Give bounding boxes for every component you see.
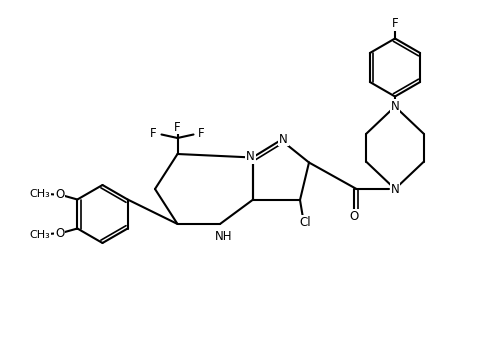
Text: CH₃: CH₃ <box>30 189 50 198</box>
Text: NH: NH <box>215 230 232 243</box>
Text: N: N <box>391 183 399 195</box>
Text: Cl: Cl <box>299 216 311 229</box>
Text: O: O <box>55 188 65 201</box>
Text: F: F <box>392 17 398 30</box>
Text: CH₃: CH₃ <box>30 230 50 239</box>
Text: N: N <box>391 100 399 113</box>
Text: N: N <box>391 100 399 113</box>
Text: N: N <box>279 132 288 145</box>
Text: N: N <box>246 150 255 163</box>
Text: F: F <box>150 126 157 140</box>
Text: O: O <box>350 210 359 223</box>
Text: F: F <box>198 126 205 140</box>
Text: O: O <box>55 227 65 240</box>
Text: F: F <box>174 121 181 134</box>
